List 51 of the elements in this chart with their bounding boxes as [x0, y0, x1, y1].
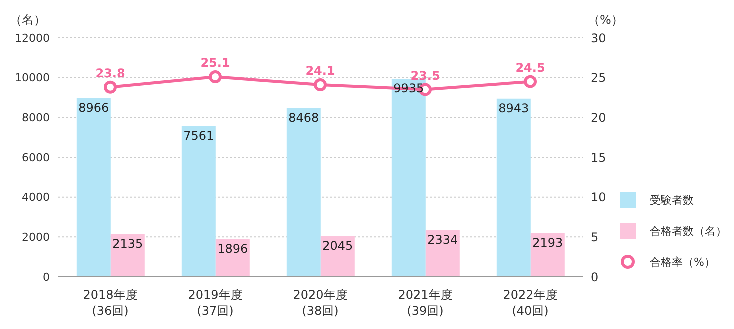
data-label: 2135: [112, 237, 144, 251]
legend-label: 合格者数（名）: [650, 224, 727, 238]
point: [104, 80, 117, 94]
data-label: 2193: [532, 236, 564, 250]
bar: [76, 98, 111, 277]
y-tick-label: 2000: [22, 231, 50, 244]
y-tick-label: 6000: [22, 151, 50, 164]
point: [209, 70, 222, 84]
bar: [286, 108, 321, 277]
bar: [496, 98, 531, 277]
data-label: 9935: [394, 82, 424, 96]
data-label: 2334: [428, 233, 458, 248]
data-label: 8943: [498, 101, 530, 116]
y2-axis-title: （%）: [588, 12, 624, 29]
y-tick-label: 8000: [22, 112, 50, 125]
y2-tick-label: 15: [591, 150, 606, 165]
point: [524, 75, 537, 88]
y2-tick-label: 10: [591, 190, 606, 205]
y-tick-label: 10000: [15, 72, 50, 85]
data-label: 23.8: [96, 66, 126, 80]
y-axis-title: （名）: [10, 12, 46, 29]
x-tick-label: 2018年度 (36回): [83, 288, 138, 318]
y-tick-label: 12000: [15, 32, 50, 45]
bar: [426, 230, 460, 277]
y2-tick-label: 30: [591, 31, 606, 46]
y2-tick-label: 25: [591, 71, 606, 86]
y-tick-label: 0: [43, 270, 50, 284]
point: [314, 78, 327, 92]
y2-tick-label: 5: [591, 230, 599, 244]
legend-label: 合格率（%）: [650, 254, 716, 270]
x-tick-label: 2019年度 (37回): [188, 288, 243, 318]
bar: [110, 234, 145, 277]
x-tick-label: 2022年度 (40回): [503, 288, 558, 318]
x-tick-label: 2021年度 (39回): [398, 288, 453, 318]
bar: [182, 126, 216, 277]
x-tick-label: 2020年度 (38回): [293, 288, 348, 318]
bar: [530, 233, 565, 277]
data-label: 24.5: [516, 60, 546, 75]
data-label: 8966: [78, 100, 110, 115]
data-label: 24.1: [306, 64, 336, 78]
y2-tick-label: 0: [591, 270, 599, 284]
y2-tick-label: 20: [591, 110, 606, 125]
data-label: 8468: [288, 110, 320, 125]
bar: [392, 79, 426, 277]
data-label: 23.5: [410, 68, 440, 83]
legend-label: 受験者数: [650, 192, 694, 208]
data-label: 1896: [218, 242, 248, 256]
data-label: 25.1: [200, 56, 230, 70]
y-tick-label: 4000: [22, 191, 50, 204]
data-label: 7561: [184, 128, 214, 143]
data-label: 2045: [322, 238, 354, 253]
